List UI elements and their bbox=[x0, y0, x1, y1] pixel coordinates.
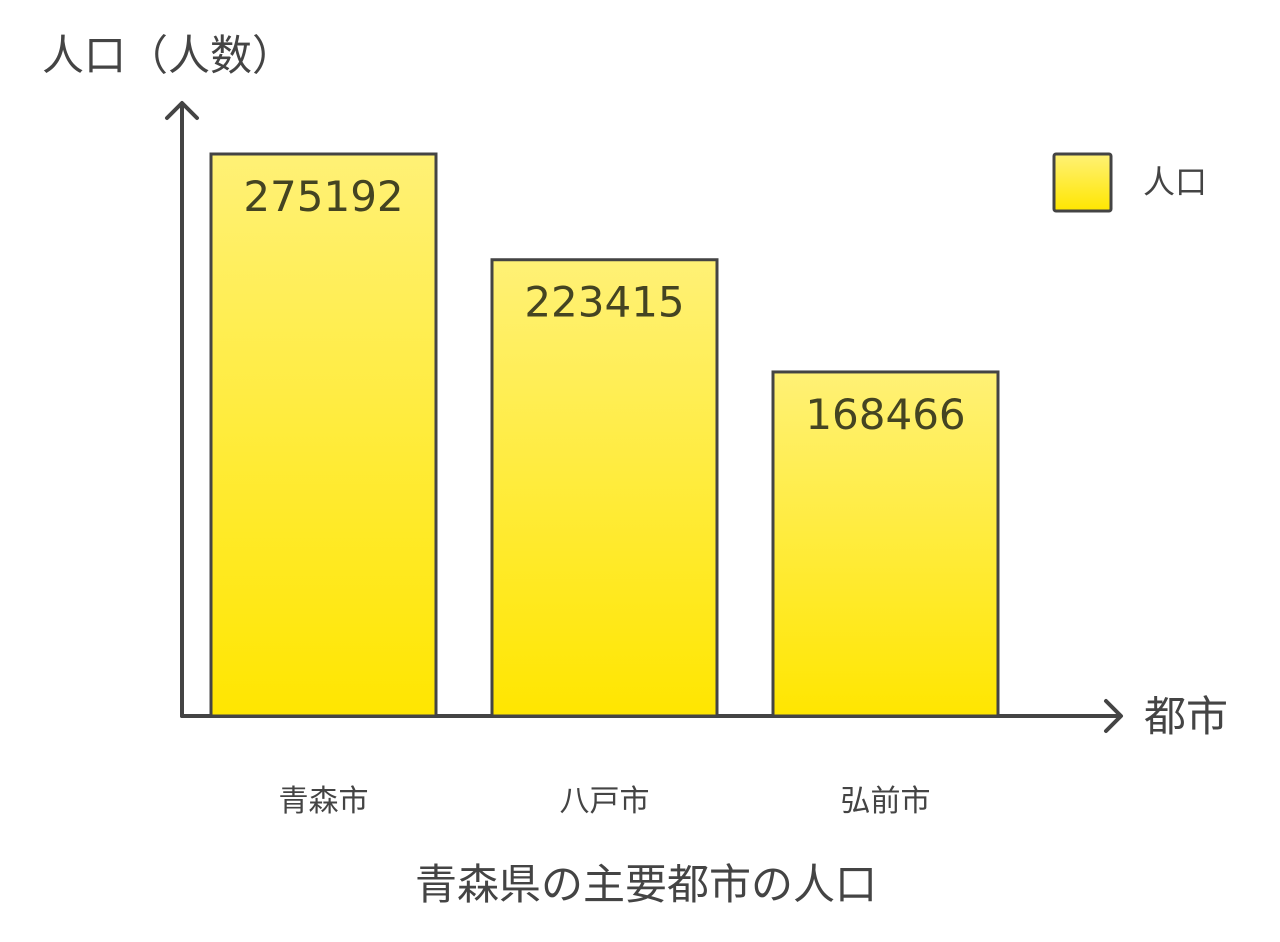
x-axis-title: 都市 bbox=[1144, 692, 1228, 741]
bar-1 bbox=[209, 152, 438, 718]
legend-label: 人口 bbox=[1143, 163, 1207, 201]
bar-value-label-1: 275192 bbox=[243, 172, 403, 221]
y-axis bbox=[165, 101, 199, 718]
chart-title: 青森県の主要都市の人口 bbox=[415, 860, 877, 909]
x-tick-label-1: 青森市 bbox=[279, 784, 369, 819]
bars-group: 275192 青森市 223415 八戸市 168466 弘前市 bbox=[209, 152, 1000, 819]
x-tick-label-2: 八戸市 bbox=[560, 784, 650, 819]
legend-swatch bbox=[1052, 152, 1113, 213]
legend: 人口 bbox=[1052, 152, 1207, 213]
bar-2 bbox=[490, 258, 719, 718]
y-axis-title: 人口（人数） bbox=[42, 31, 294, 80]
x-tick-label-3: 弘前市 bbox=[841, 784, 931, 819]
bar-3 bbox=[771, 370, 1000, 718]
bar-value-label-2: 223415 bbox=[524, 278, 684, 327]
bar-value-label-3: 168466 bbox=[805, 390, 965, 439]
